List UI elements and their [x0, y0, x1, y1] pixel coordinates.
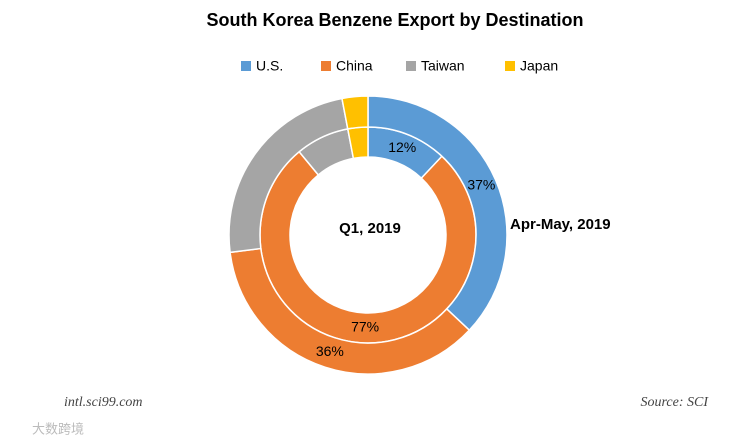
footnote-left: intl.sci99.com [64, 395, 143, 410]
legend-swatch [406, 61, 416, 71]
data-label: 12% [388, 139, 416, 155]
series-name: Q1, 2019 [339, 220, 401, 237]
donut-segment [341, 95, 369, 130]
data-label: 36% [316, 343, 344, 359]
data-label: 37% [467, 177, 495, 193]
chart-title: South Korea Benzene Export by Destinatio… [206, 10, 583, 30]
legend-label: China [336, 58, 373, 74]
legend-label: Japan [520, 58, 558, 74]
legend-label: U.S. [256, 58, 283, 74]
legend-swatch [241, 61, 251, 71]
watermark: 大数跨境 [32, 421, 84, 436]
legend-swatch [321, 61, 331, 71]
legend-swatch [505, 61, 515, 71]
data-label: 77% [351, 319, 379, 335]
series-name: Apr-May, 2019 [510, 216, 611, 233]
footnote-right: Source: SCI [640, 395, 709, 410]
legend-label: Taiwan [421, 58, 465, 74]
